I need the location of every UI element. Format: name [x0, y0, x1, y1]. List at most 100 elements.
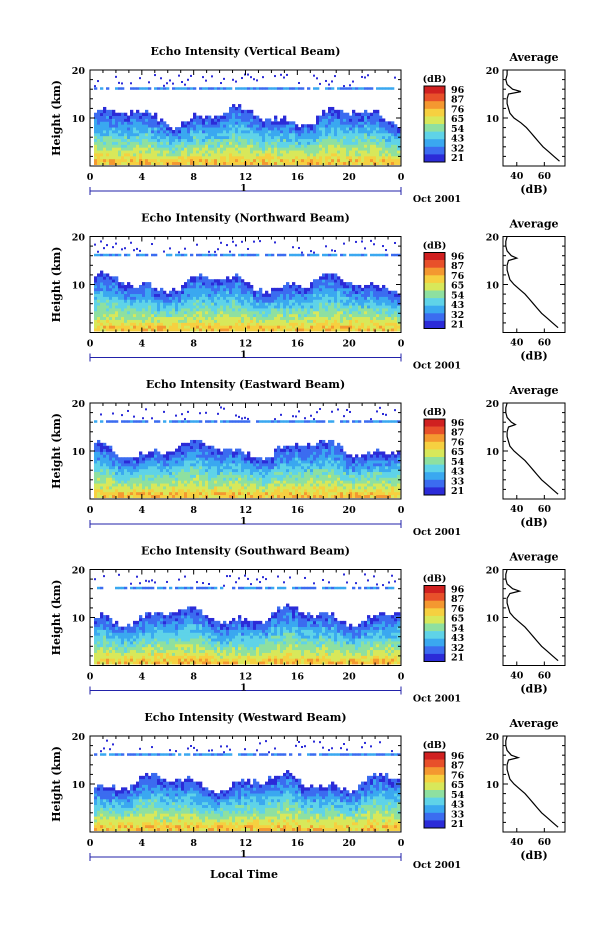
colorbar-segment — [424, 275, 445, 284]
colorbar-segment — [424, 313, 445, 322]
x-tick-label: 12 — [239, 672, 252, 683]
profile-line — [505, 402, 559, 495]
colorbar-segment — [424, 464, 445, 473]
colorbar-tick-label: 33 — [451, 476, 464, 487]
x-tick-label: 4 — [139, 505, 146, 516]
colorbar-tick-label: 76 — [451, 437, 465, 448]
profile-x-tick-label: 60 — [538, 338, 552, 349]
colorbar-segment — [424, 108, 445, 117]
profile-y-tick-label: 20 — [486, 233, 500, 244]
colorbar-segment — [424, 585, 445, 594]
x-tick-label: 0 — [398, 172, 405, 183]
y-tick-label: 10 — [72, 281, 86, 292]
x-tick-label: 8 — [190, 505, 197, 516]
colorbar-tick-label: 32 — [451, 643, 464, 654]
x-tick-label: 20 — [343, 339, 357, 350]
colorbar-unit: (dB) — [423, 241, 447, 252]
colorbar-segment — [424, 790, 445, 798]
profile-line — [505, 236, 559, 329]
colorbar-tick-label: 33 — [451, 809, 464, 820]
panel-3: Echo Intensity (Eastward Beam) 0 4 8 12 16 20 0… — [50, 378, 566, 538]
panel-title: Echo Intensity (Southward Beam) — [141, 545, 350, 558]
x-tick-label: 12 — [239, 172, 252, 183]
date-label: Oct 2001 — [413, 361, 461, 372]
profile-frame — [502, 69, 566, 167]
x-tick-label: 0 — [87, 838, 94, 849]
colorbar-segment — [424, 441, 445, 450]
colorbar-tick-label: 43 — [451, 134, 464, 145]
x-tick-label: 4 — [139, 172, 146, 183]
colorbar-tick-label: 76 — [451, 271, 465, 282]
colorbar-segment — [424, 797, 445, 806]
colorbar-segment — [424, 131, 445, 140]
colorbar-tick-label: 43 — [451, 467, 464, 478]
x-tick-label: 8 — [190, 672, 197, 683]
colorbar-segment — [424, 653, 445, 662]
colorbar-segment — [424, 631, 445, 639]
x-tick-label: 0 — [87, 339, 94, 350]
heatmap-field — [94, 73, 401, 165]
x-tick-label: 4 — [139, 672, 146, 683]
profile-x-tick-label: 40 — [510, 338, 524, 349]
colorbar-segment — [424, 812, 445, 821]
y-tick-label: 10 — [72, 447, 86, 458]
heatmap-field — [94, 239, 401, 332]
colorbar-segment — [424, 774, 445, 783]
x-tick-label: 0 — [87, 505, 94, 516]
profile-title: Average — [508, 551, 558, 564]
colorbar-tick-label: 76 — [451, 604, 465, 615]
colorbar-segment — [424, 86, 445, 94]
profile-x-tick-label: 40 — [510, 171, 524, 182]
colorbar-segment — [424, 805, 445, 814]
day-marker-label: 1 — [240, 683, 247, 694]
profile-x-tick-label: 40 — [510, 837, 524, 848]
colorbar-tick-label: 96 — [451, 252, 465, 263]
colorbar-segment — [424, 260, 445, 268]
colorbar-segment — [424, 419, 445, 427]
x-tick-label: 20 — [343, 672, 357, 683]
colorbar — [423, 418, 446, 496]
y-axis-label: Height (km) — [50, 580, 63, 656]
profile-frame — [502, 569, 566, 666]
profile-y-tick-label: 10 — [486, 447, 500, 458]
profile-title: Average — [508, 384, 558, 397]
panel-5: Echo Intensity (Westward Beam) 0 4 8 12 16 20 0… — [50, 711, 566, 871]
profile-y-tick-label: 10 — [486, 780, 500, 791]
x-tick-label: 20 — [343, 505, 357, 516]
colorbar-unit: (dB) — [423, 407, 447, 418]
colorbar-segment — [424, 759, 445, 768]
x-tick-label: 0 — [398, 672, 405, 683]
panel-2: Echo Intensity (Northward Beam) 0 4 8 12 16 20… — [50, 212, 566, 372]
colorbar-tick-label: 21 — [451, 320, 464, 331]
profile-line — [505, 569, 559, 662]
colorbar-tick-label: 54 — [451, 290, 465, 301]
profile-x-tick-label: 60 — [538, 837, 552, 848]
x-tick-label: 0 — [398, 505, 405, 516]
x-tick-label: 16 — [291, 339, 305, 350]
panel-title: Echo Intensity (Westward Beam) — [144, 711, 346, 724]
profile-y-tick-label: 10 — [486, 281, 500, 292]
profile-x-label: (dB) — [520, 849, 547, 862]
colorbar-tick-label: 43 — [451, 800, 464, 811]
colorbar-segment — [424, 782, 445, 791]
colorbar-segment — [424, 116, 445, 125]
colorbar-segment — [424, 290, 445, 299]
heatmap-field — [94, 573, 401, 665]
profile-x-tick-label: 60 — [538, 504, 552, 515]
profile-title: Average — [508, 218, 558, 231]
profile-x-tick-label: 40 — [510, 671, 524, 682]
x-tick-label: 4 — [139, 838, 146, 849]
colorbar-segment — [424, 638, 445, 647]
y-axis-label: Height (km) — [50, 413, 63, 489]
colorbar — [423, 85, 446, 163]
y-tick-label: 10 — [72, 780, 86, 791]
colorbar-tick-label: 65 — [451, 780, 464, 791]
colorbar-tick-label: 96 — [451, 85, 465, 96]
colorbar-segment — [424, 600, 445, 609]
colorbar-segment — [424, 479, 445, 488]
colorbar-tick-label: 21 — [451, 486, 464, 497]
panel-title: Echo Intensity (Northward Beam) — [141, 212, 350, 225]
colorbar-tick-label: 21 — [451, 653, 464, 664]
y-tick-label: 20 — [72, 566, 86, 577]
